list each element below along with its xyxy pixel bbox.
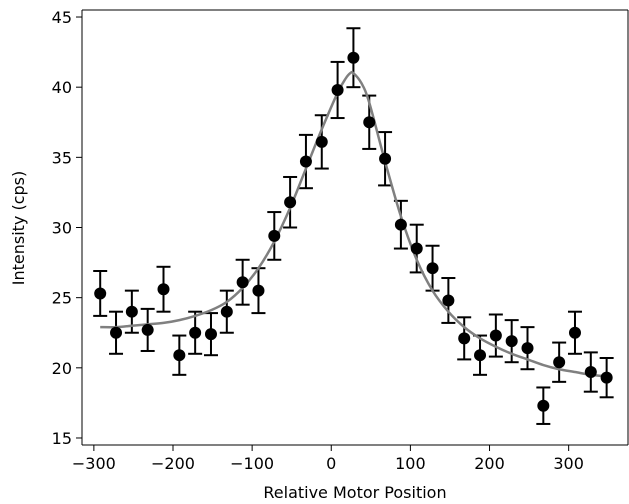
x-tick-label: 300 (553, 454, 584, 473)
error-bars (93, 27, 614, 425)
y-axis-label: Intensity (cps) (9, 171, 28, 286)
data-point (189, 326, 202, 339)
data-point (141, 323, 154, 336)
data-point (521, 342, 534, 355)
data-point (315, 135, 328, 148)
data-point (125, 305, 138, 318)
x-tick-label: 100 (395, 454, 426, 473)
data-point (474, 349, 487, 362)
x-tick-label: −100 (230, 454, 274, 473)
x-axis-ticks: −300 −200 −100 0 100 200 300 (72, 445, 584, 473)
x-axis-label: Relative Motor Position (263, 483, 446, 502)
y-tick-label: 25 (52, 289, 72, 308)
data-point (347, 51, 360, 64)
x-tick-label: 200 (474, 454, 505, 473)
x-tick-label: −300 (72, 454, 116, 473)
y-tick-label: 20 (52, 359, 72, 378)
data-point (363, 116, 376, 129)
x-tick-label: 0 (326, 454, 336, 473)
y-tick-label: 30 (52, 219, 72, 238)
data-point (220, 305, 233, 318)
y-tick-label: 40 (52, 78, 72, 97)
x-tick-label: −200 (151, 454, 195, 473)
data-point (379, 152, 392, 165)
data-point (537, 399, 550, 412)
data-point (553, 356, 566, 369)
data-point (394, 218, 407, 231)
data-point (157, 283, 170, 296)
data-point (252, 284, 265, 297)
data-point (568, 326, 581, 339)
data-points (94, 51, 613, 412)
fit-curve (100, 70, 607, 378)
data-point (284, 196, 297, 209)
data-point (299, 155, 312, 168)
data-point (584, 366, 597, 379)
data-point (505, 335, 518, 348)
data-point (94, 287, 107, 300)
data-point (236, 276, 249, 289)
data-point (442, 294, 455, 307)
data-point (489, 329, 502, 342)
y-tick-label: 15 (52, 429, 72, 448)
y-tick-label: 45 (52, 8, 72, 27)
y-tick-label: 35 (52, 148, 72, 167)
data-point (204, 328, 217, 341)
data-point (426, 262, 439, 275)
data-point (600, 371, 613, 384)
data-point (173, 349, 186, 362)
data-point (268, 229, 281, 242)
data-point (331, 83, 344, 96)
data-point (458, 332, 471, 345)
data-point (410, 242, 423, 255)
data-point (110, 326, 123, 339)
y-axis-ticks: 15 20 25 30 35 40 45 (52, 8, 82, 448)
